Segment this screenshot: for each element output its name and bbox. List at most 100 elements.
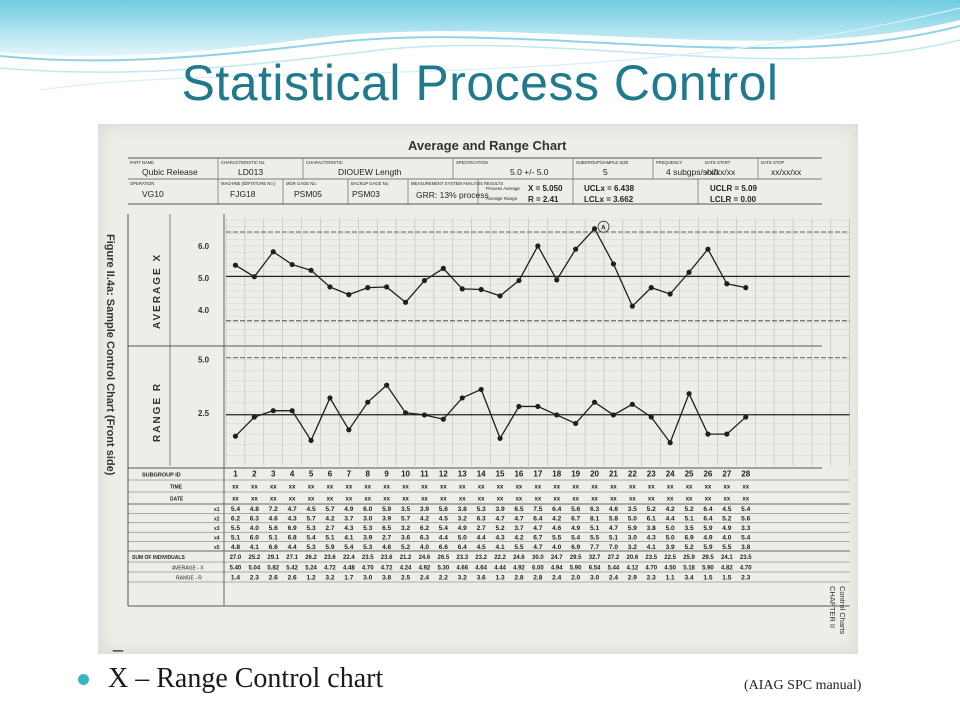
date-cell: xx bbox=[724, 497, 731, 503]
reading-cell: 5.3 bbox=[477, 506, 486, 513]
average-point bbox=[743, 285, 749, 291]
reading-cell: 4.5 bbox=[477, 544, 486, 551]
time-cell: xx bbox=[648, 485, 655, 491]
range-point bbox=[251, 414, 257, 420]
reading-cell: 5.3 bbox=[306, 525, 315, 532]
reading-cell: 6.7 bbox=[571, 516, 580, 523]
average-point bbox=[573, 246, 579, 252]
label-msa: MEASUREMENT SYSTEM ANALYSIS RESULTS bbox=[411, 181, 503, 186]
reading-cell: 4.7 bbox=[495, 516, 504, 523]
reading-cell: 7.2 bbox=[269, 506, 278, 513]
value-rbar: R = 2.41 bbox=[528, 195, 559, 204]
range-cell: 1.1 bbox=[666, 575, 675, 582]
average-cell: 6.00 bbox=[532, 566, 544, 572]
reading-cell: 5.4 bbox=[344, 544, 353, 551]
average-point bbox=[270, 249, 276, 255]
reading-cell: 5.2 bbox=[401, 544, 410, 551]
range-point bbox=[573, 420, 579, 427]
value-lcl-r: LCLR = 0.00 bbox=[710, 195, 757, 204]
average-cell: 4.44 bbox=[494, 566, 506, 572]
row-label-reading: x3 bbox=[214, 526, 220, 532]
reading-cell: 5.7 bbox=[325, 506, 334, 513]
bullet-icon bbox=[78, 674, 89, 685]
sum-cell: 27.1 bbox=[286, 555, 298, 561]
value-msa: GRR: 13% process bbox=[416, 190, 489, 200]
average-point bbox=[365, 285, 371, 291]
time-cell: xx bbox=[535, 485, 542, 491]
reading-cell: 4.1 bbox=[250, 544, 259, 551]
reading-cell: 4.7 bbox=[533, 525, 542, 532]
reading-cell: 4.6 bbox=[609, 506, 618, 513]
reading-cell: 4.1 bbox=[344, 534, 353, 541]
reading-cell: 6.9 bbox=[684, 534, 693, 541]
reading-cell: 3.0 bbox=[628, 534, 637, 541]
time-cell: xx bbox=[572, 485, 579, 491]
average-cell: 5.44 bbox=[608, 566, 620, 572]
reading-cell: 4.5 bbox=[306, 506, 315, 513]
date-cell: xx bbox=[308, 497, 315, 503]
reading-cell: 4.4 bbox=[477, 534, 486, 541]
reading-cell: 4.2 bbox=[666, 506, 675, 513]
reading-cell: 5.5 bbox=[722, 544, 731, 551]
average-point bbox=[289, 261, 295, 268]
range-point bbox=[440, 416, 446, 422]
reading-cell: 5.4 bbox=[231, 506, 240, 513]
time-cell: xx bbox=[686, 485, 693, 491]
average-cell: 4.70 bbox=[740, 566, 752, 572]
reading-cell: 5.4 bbox=[571, 534, 580, 541]
average-point bbox=[724, 281, 730, 287]
label-machine: MACHINE (ID/FIXTURE No.) bbox=[221, 181, 276, 186]
reading-cell: 5.9 bbox=[382, 506, 391, 513]
average-point bbox=[459, 286, 465, 292]
row-label-reading: x2 bbox=[214, 517, 220, 523]
range-point bbox=[686, 391, 692, 397]
average-point bbox=[308, 267, 314, 273]
range-point bbox=[743, 414, 749, 420]
date-cell: xx bbox=[742, 497, 749, 503]
date-cell: xx bbox=[346, 497, 353, 503]
reading-cell: 6.3 bbox=[590, 506, 599, 513]
sum-cell: 22.2 bbox=[494, 555, 506, 561]
date-cell: xx bbox=[572, 497, 579, 503]
row-label-date: DATE bbox=[170, 497, 184, 503]
reading-cell: 2.7 bbox=[382, 534, 391, 541]
range-cell: 3.2 bbox=[325, 575, 334, 582]
range-point bbox=[535, 403, 541, 410]
sum-cell: 21.2 bbox=[400, 555, 412, 561]
sum-cell: 25.2 bbox=[249, 555, 261, 561]
range-cell: 2.3 bbox=[647, 575, 656, 582]
subgroup-id: 28 bbox=[741, 470, 750, 479]
range-cell: 2.4 bbox=[552, 575, 561, 582]
reading-cell: 6.4 bbox=[458, 544, 467, 551]
time-cell: xx bbox=[327, 485, 334, 491]
average-point bbox=[686, 269, 692, 275]
average-cell: 4.92 bbox=[419, 566, 431, 572]
reading-cell: 3.2 bbox=[458, 516, 467, 523]
time-cell: xx bbox=[232, 485, 239, 491]
sum-cell: 26.5 bbox=[438, 555, 450, 561]
subgroup-id: 22 bbox=[628, 470, 637, 479]
range-point bbox=[667, 440, 673, 446]
average-cell: 4.66 bbox=[456, 566, 468, 572]
average-cell: 5.04 bbox=[249, 566, 261, 572]
row-label-reading: x1 bbox=[214, 507, 220, 513]
subgroup-id: 1 bbox=[233, 470, 238, 479]
reading-cell: 4.3 bbox=[344, 525, 353, 532]
reading-cell: 5.9 bbox=[703, 544, 712, 551]
reading-cell: 5.4 bbox=[741, 506, 750, 513]
sum-cell: 23.5 bbox=[362, 555, 374, 561]
reading-cell: 4.0 bbox=[722, 534, 731, 541]
row-label-time: TIME bbox=[170, 485, 183, 491]
sum-cell: 25.9 bbox=[683, 555, 695, 561]
average-cell: 5.40 bbox=[230, 566, 242, 572]
time-cell: xx bbox=[459, 485, 466, 491]
reading-cell: 6.2 bbox=[420, 525, 429, 532]
subgroup-id: 10 bbox=[401, 470, 410, 479]
average-point bbox=[384, 284, 390, 290]
average-cell: 4.24 bbox=[400, 566, 412, 572]
reading-cell: 6.6 bbox=[439, 544, 448, 551]
annotation-marker bbox=[597, 220, 610, 233]
reading-cell: 3.9 bbox=[363, 534, 372, 541]
reading-cell: 5.2 bbox=[684, 544, 693, 551]
range-cell: 2.8 bbox=[514, 575, 523, 582]
